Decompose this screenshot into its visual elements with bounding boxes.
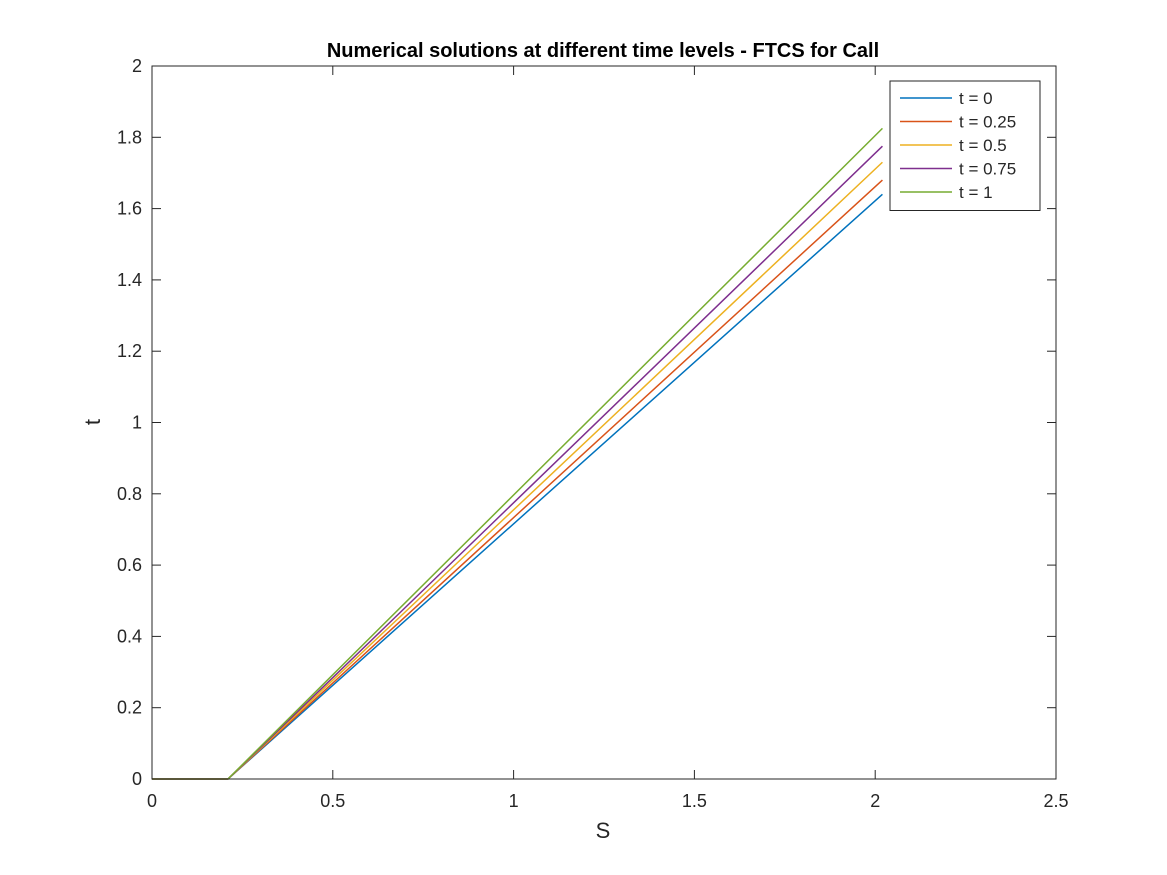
y-tick-label: 1.2 xyxy=(117,341,142,361)
axes-layer: 0 0.5 1 1.5 2 2.5 0 0.2 0.4 0.6 0.8 1 1.2 1.4 1.6 1.8 2 xyxy=(117,56,1069,811)
x-tick-label: 2.5 xyxy=(1043,791,1068,811)
legend-label-4: t = 1 xyxy=(959,183,993,202)
x-axis-label: S xyxy=(596,818,611,843)
x-tick-label: 0 xyxy=(147,791,157,811)
x-tick-label: 1.5 xyxy=(682,791,707,811)
legend: t = 0 t = 0.25 t = 0.5 t = 0.75 t = 1 xyxy=(889,80,1041,211)
y-tick-label: 0.4 xyxy=(117,626,142,646)
y-tick-label: 1.4 xyxy=(117,270,142,290)
x-tick-label: 1 xyxy=(509,791,519,811)
legend-label-1: t = 0.25 xyxy=(959,113,1016,132)
y-tick-label: 2 xyxy=(132,56,142,76)
y-tick-label: 0 xyxy=(132,769,142,789)
y-tick-label: 1.6 xyxy=(117,199,142,219)
x-tick-label: 0.5 xyxy=(320,791,345,811)
y-tick-label: 0.6 xyxy=(117,555,142,575)
y-axis-label: t xyxy=(80,419,105,425)
y-tick-label: 0.8 xyxy=(117,484,142,504)
y-tick-label: 1 xyxy=(132,413,142,433)
legend-label-0: t = 0 xyxy=(959,89,993,108)
x-tick-label: 2 xyxy=(870,791,880,811)
legend-label-2: t = 0.5 xyxy=(959,136,1007,155)
y-tick-label: 1.8 xyxy=(117,127,142,147)
y-tick-label: 0.2 xyxy=(117,698,142,718)
chart-title: Numerical solutions at different time le… xyxy=(327,40,879,62)
legend-label-3: t = 0.75 xyxy=(959,160,1016,179)
